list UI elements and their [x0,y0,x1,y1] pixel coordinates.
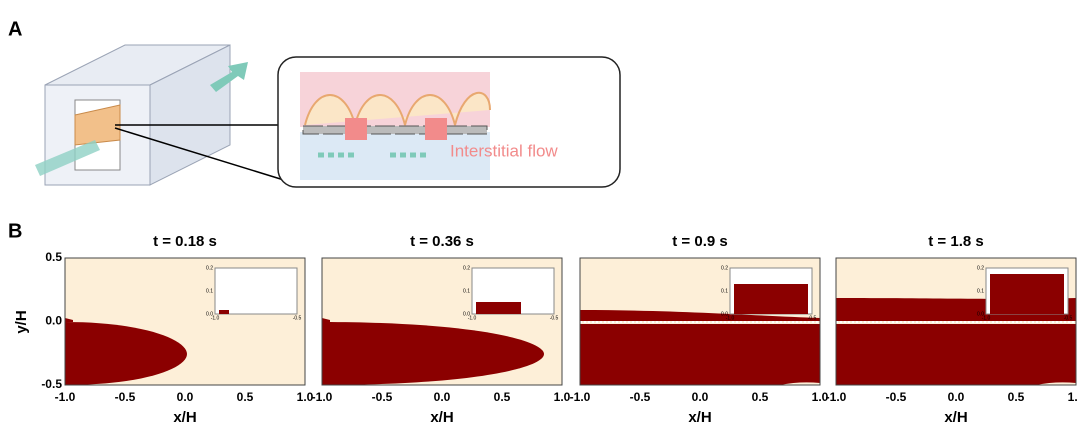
plot-title: t = 0.18 s [153,233,217,250]
y-tick-label: -0.5 [41,377,62,391]
y-tick-label: 0.0 [45,314,62,328]
x-tick-label: 0.5 [494,390,511,404]
inset-tick: -0.5 [550,315,559,321]
fluid-bulk [580,324,820,385]
x-tick-label: -1.0 [826,390,847,404]
panel-label: A [8,18,22,40]
x-tick-label: 1.0 [554,390,571,404]
inset-tick: 0.2 [721,265,728,271]
y-tick-label: 0.5 [45,250,62,264]
x-tick-label: 0.0 [692,390,709,404]
plot-title: t = 0.9 s [672,233,727,250]
inset-tick: 0.2 [977,265,984,271]
inset-tick: 0.2 [206,265,213,271]
x-tick-label: 0.0 [948,390,965,404]
inset-tick: -0.5 [293,315,302,321]
inset-fluid [990,274,1064,314]
x-tick-label: -0.5 [630,390,651,404]
x-axis-label: x/H [688,409,711,426]
inset-tick: 0.1 [206,288,213,294]
inset-tick: -1.0 [468,315,477,321]
x-tick-label: 0.5 [1008,390,1025,404]
x-tick-label: -0.5 [115,390,136,404]
inset-fluid [219,310,229,314]
fluid-bulk [836,324,1076,385]
inset-tick: -1.0 [726,315,735,321]
inset-tick: -1.0 [211,315,220,321]
annotation: Interstitial flow [450,141,558,160]
x-tick-label: -0.5 [372,390,393,404]
x-axis-label: x/H [430,409,453,426]
x-axis-label: x/H [944,409,967,426]
inset-tick: -0.5 [808,315,817,321]
x-tick-label: 0.0 [177,390,194,404]
x-tick-label: 0.5 [752,390,769,404]
figure: A Interstitial flow B y/H t = 0.18 s 0.2 0… [0,0,1077,428]
inset-fluid [476,302,521,314]
x-tick-label: -1.0 [570,390,591,404]
inset-fluid [734,284,808,314]
x-tick-label: -0.5 [886,390,907,404]
schematic-box [35,45,300,185]
inset-tick: 0.2 [463,265,470,271]
plot-title: t = 1.8 s [928,233,983,250]
callout [278,57,620,187]
inset-tick: 0.1 [721,288,728,294]
inset-tick: 0.1 [463,288,470,294]
y-axis-label: y/H [13,310,30,333]
inset-tick: -1.0 [982,315,991,321]
x-tick-label: 1.0 [1068,390,1077,404]
x-axis-label: x/H [173,409,196,426]
x-tick-label: -1.0 [55,390,76,404]
plot-title: t = 0.36 s [410,233,474,250]
x-tick-label: 0.0 [434,390,451,404]
inset-tick: 0.1 [977,288,984,294]
panel-label: B [8,220,22,242]
inset [215,268,297,314]
x-tick-label: -1.0 [312,390,333,404]
inset-tick: -0.5 [1064,315,1073,321]
x-tick-label: 0.5 [237,390,254,404]
